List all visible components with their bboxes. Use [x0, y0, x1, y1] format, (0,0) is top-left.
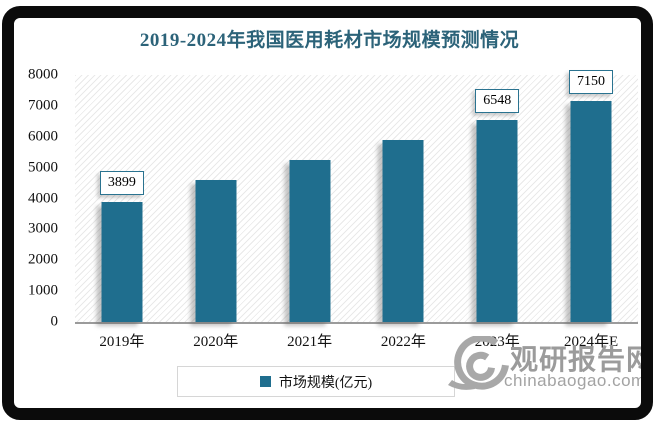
y-tick-label: 7000	[28, 97, 58, 114]
data-label: 3899	[99, 170, 144, 195]
x-tick-label: 2021年	[287, 334, 333, 350]
bar-column	[169, 75, 263, 322]
data-label: 6548	[475, 88, 520, 113]
x-tick-label: 2023年	[474, 334, 520, 350]
y-tick-label: 0	[50, 313, 59, 330]
bar-column: 6548	[450, 75, 544, 322]
x-tick-label: 2022年	[380, 334, 426, 350]
y-tick-label: 4000	[28, 190, 58, 206]
bar-column: 3899	[75, 75, 169, 322]
bar-column: 7150	[544, 70, 638, 322]
legend-label: 市场规模(亿元)	[278, 375, 373, 391]
data-label: 7150	[569, 70, 614, 95]
bar-column	[263, 75, 357, 322]
bar-2020年	[195, 179, 237, 322]
bar-2024年E	[570, 101, 612, 322]
watermark-domain: chinabaogao.com	[504, 371, 646, 390]
x-tick-label: 2020年	[193, 334, 239, 350]
y-tick-label: 5000	[28, 159, 58, 176]
bar-2021年	[289, 159, 331, 322]
x-tick-label: 2019年	[99, 334, 145, 350]
bar-2019年	[101, 201, 143, 322]
bar-column	[356, 75, 450, 322]
x-axis: 2019年 2020年 2021年 2022年 2023年 2024年E	[75, 330, 638, 351]
chart-title: 2019-2024年我国医用耗材市场规模预测情况	[139, 30, 520, 51]
plot-area: 3899 6548 7150	[75, 70, 638, 324]
y-axis: 0 1000 2000 3000 4000 5000 6000 7000 8000	[0, 67, 66, 329]
bar-2023年	[476, 119, 518, 322]
y-tick-label: 2000	[28, 251, 58, 268]
y-tick-label: 6000	[28, 128, 58, 145]
bar-2022年	[382, 139, 424, 322]
legend-marker-icon	[259, 376, 271, 387]
legend: 市场规模(亿元)	[177, 366, 455, 397]
x-tick-label: 2024年E	[563, 334, 619, 350]
y-tick-label: 8000	[28, 66, 58, 83]
y-tick-label: 3000	[28, 220, 58, 237]
y-tick-label: 1000	[28, 282, 58, 299]
